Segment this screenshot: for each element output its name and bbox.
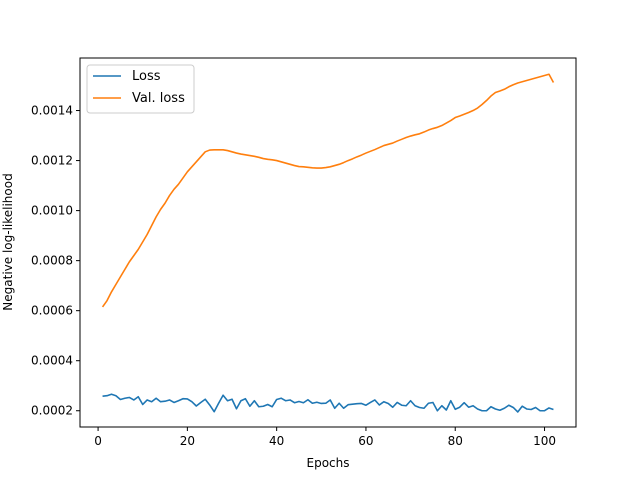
- legend-label-loss: Loss: [132, 69, 161, 84]
- y-tick-label: 0.0004: [31, 354, 73, 368]
- x-tick-label: 100: [533, 434, 556, 448]
- y-tick-label: 0.0008: [31, 254, 73, 268]
- series-line-val-loss: [101, 73, 555, 308]
- legend: Loss Val. loss: [86, 64, 195, 114]
- y-tick-label: 0.0006: [31, 304, 73, 318]
- x-tick-label: 40: [269, 434, 284, 448]
- x-tick-label: 80: [448, 434, 463, 448]
- plot-lines: [101, 73, 555, 413]
- x-tick-label: 0: [94, 434, 102, 448]
- legend-label-val-loss: Val. loss: [132, 91, 185, 106]
- legend-box: [86, 64, 195, 114]
- y-tick-label: 0.0002: [31, 404, 73, 418]
- y-axis-label: Negative log-likelihood: [1, 173, 15, 310]
- y-tick-label: 0.0010: [31, 204, 73, 218]
- x-tick-label: 20: [180, 434, 195, 448]
- plot-frame: [79, 57, 577, 428]
- x-axis-label: Epochs: [307, 456, 350, 470]
- y-tick-label: 0.0012: [31, 154, 73, 168]
- x-tick-label: 60: [358, 434, 373, 448]
- y-tick-label: 0.0014: [31, 104, 73, 118]
- series-line-loss: [102, 393, 554, 413]
- y-axis-ticks: 0.0002 0.0004 0.0006 0.0008 0.0010 0.0012 0.00…: [31, 104, 80, 418]
- x-axis-ticks: 0 20 40 60 80 100: [94, 427, 556, 448]
